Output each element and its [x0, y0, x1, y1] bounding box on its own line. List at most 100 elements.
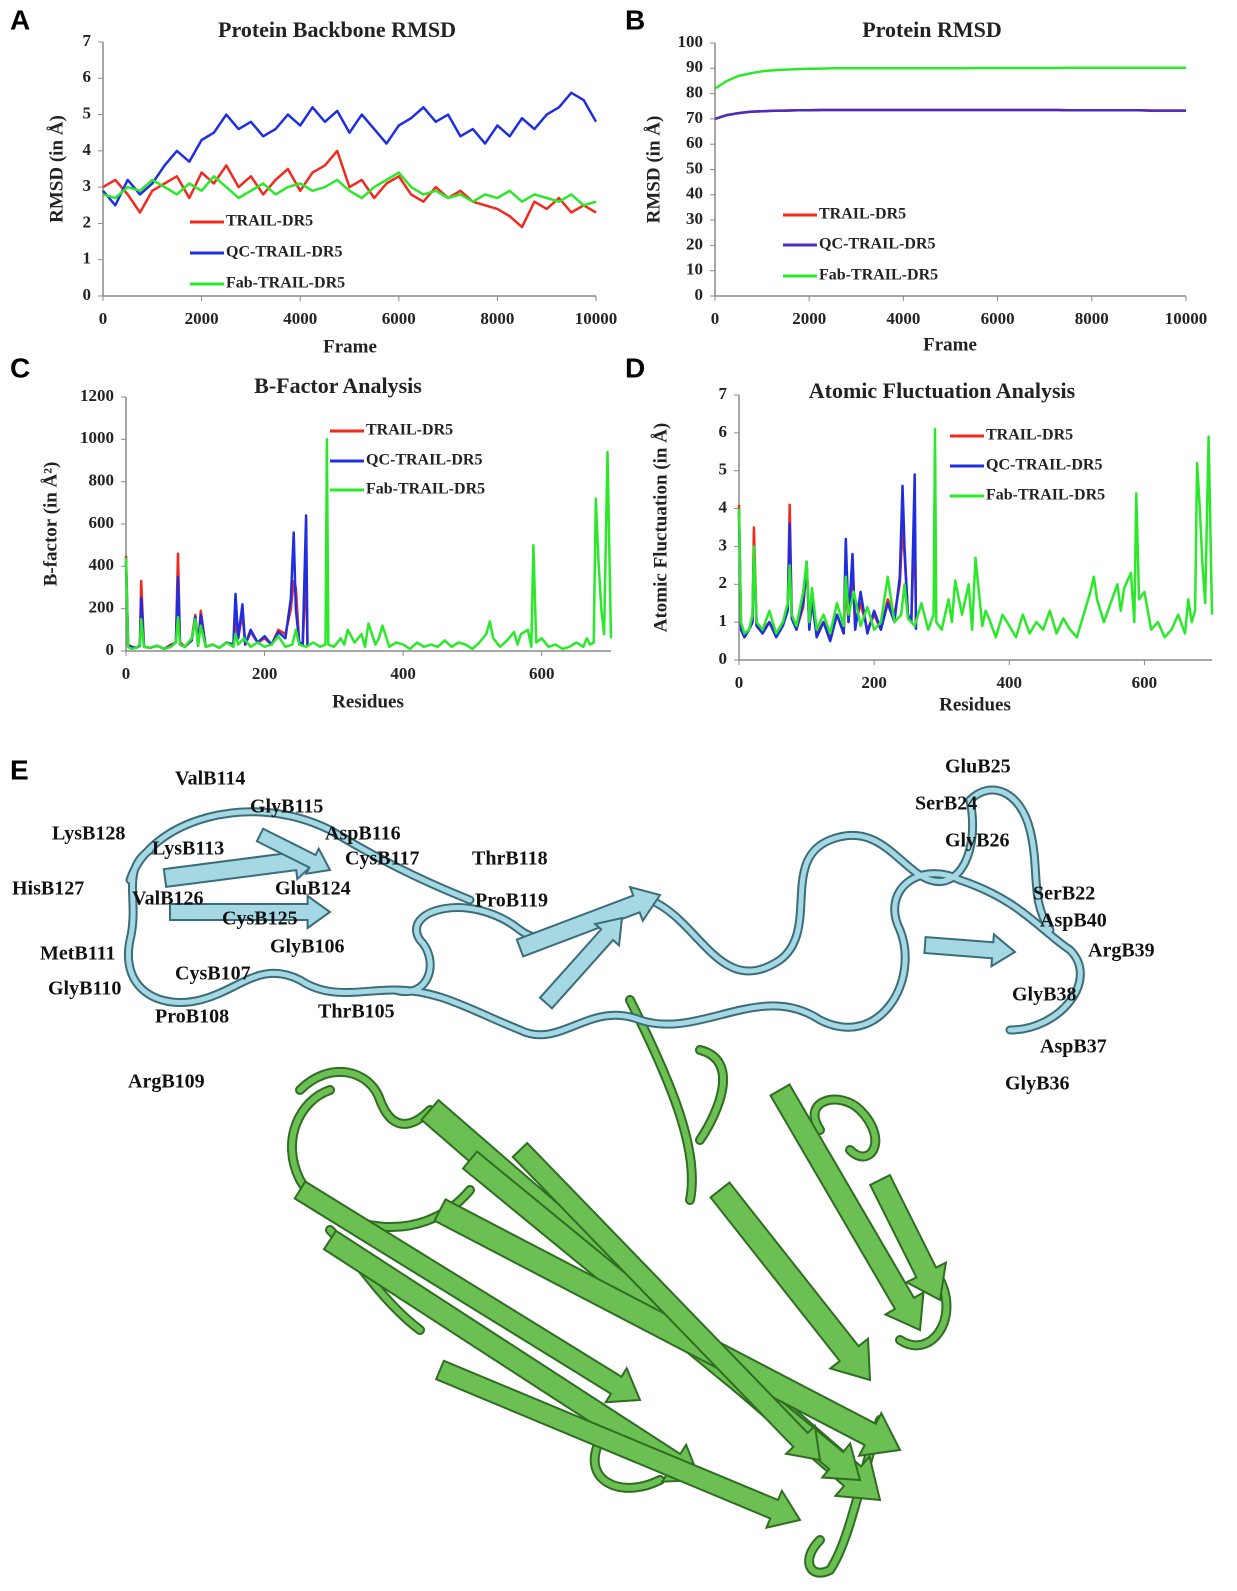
y-tick-label: 1200: [80, 386, 114, 405]
chart-title: Atomic Fluctuation Analysis: [809, 378, 1076, 403]
residue-label: GlyB110: [48, 978, 121, 1000]
series-line: [715, 110, 1186, 119]
residue-label: CysB125: [222, 908, 298, 930]
series-line: [715, 68, 1186, 89]
legend-label: QC-TRAIL-DR5: [819, 236, 935, 253]
y-tick-label: 100: [678, 32, 704, 51]
residue-label: ValB114: [175, 768, 245, 790]
x-tick-label: 0: [735, 673, 744, 692]
chart-panel: C B-Factor Analysis Residues B-factor (in Å…: [10, 352, 611, 712]
series-line: [103, 93, 596, 206]
legend-label: Fab-TRAIL-DR5: [366, 481, 485, 498]
legend-label: QC-TRAIL-DR5: [366, 452, 482, 469]
legend-label: Fab-TRAIL-DR5: [819, 267, 938, 284]
x-axis-label: Residues: [939, 694, 1011, 715]
residue-label: GluB25: [945, 756, 1011, 778]
series-line: [126, 516, 308, 649]
y-tick-label: 800: [89, 471, 115, 490]
x-tick-label: 4000: [283, 309, 317, 328]
residue-label: SerB24: [915, 793, 977, 815]
x-tick-label: 8000: [480, 309, 514, 328]
chart-title: Protein RMSD: [862, 17, 1002, 42]
legend-label: Fab-TRAIL-DR5: [226, 275, 345, 292]
x-tick-label: 600: [529, 664, 555, 683]
y-tick-label: 0: [719, 649, 728, 668]
residue-label: ArgB109: [128, 1071, 205, 1093]
y-tick-label: 80: [686, 83, 703, 102]
residue-label: GlyB26: [945, 830, 1009, 852]
panel-letter: E: [10, 754, 29, 785]
panel-letter: C: [10, 352, 30, 383]
y-tick-label: 2: [719, 573, 728, 592]
y-axis-label: Atomic Fluctuation (in Å): [650, 423, 671, 633]
y-tick-label: 0: [83, 285, 92, 304]
y-tick-label: 50: [686, 158, 703, 177]
y-axis-label: B-factor (in Å²): [40, 462, 61, 587]
y-tick-label: 0: [106, 640, 115, 659]
page: AProtein Backbone RMSDFrameRMSD (in Å)01…: [0, 0, 1237, 1591]
series-line: [739, 429, 1212, 637]
x-tick-label: 8000: [1075, 309, 1109, 328]
x-tick-label: 6000: [981, 309, 1015, 328]
x-axis-label: Frame: [323, 336, 377, 357]
y-tick-label: 5: [83, 103, 92, 122]
y-tick-label: 2: [83, 212, 92, 231]
residue-label: AspB40: [1040, 910, 1107, 932]
y-tick-label: 4: [719, 497, 728, 516]
chart-title: Protein Backbone RMSD: [218, 17, 456, 42]
residue-label: ArgB39: [1088, 940, 1155, 962]
legend-label: TRAIL-DR5: [986, 427, 1073, 444]
y-tick-label: 30: [686, 209, 703, 228]
x-tick-label: 0: [122, 664, 131, 683]
x-tick-label: 600: [1132, 673, 1158, 692]
x-tick-label: 0: [99, 309, 108, 328]
x-tick-label: 6000: [382, 309, 416, 328]
x-tick-label: 200: [252, 664, 278, 683]
legend-label: QC-TRAIL-DR5: [226, 244, 342, 261]
residue-label: ProB119: [475, 890, 548, 912]
residue-label: CysB107: [175, 963, 251, 985]
y-tick-label: 7: [83, 31, 92, 50]
x-tick-label: 2000: [792, 309, 826, 328]
y-tick-label: 70: [686, 108, 703, 127]
legend-label: QC-TRAIL-DR5: [986, 457, 1102, 474]
x-axis-label: Residues: [332, 691, 404, 712]
residue-label: MetB111: [40, 943, 116, 965]
y-tick-label: 6: [719, 422, 728, 441]
y-tick-label: 7: [719, 384, 728, 403]
series-line: [739, 475, 916, 642]
x-tick-label: 4000: [886, 309, 920, 328]
panel-letter: B: [625, 4, 645, 35]
series-line: [739, 505, 916, 638]
y-tick-label: 0: [695, 285, 704, 304]
x-tick-label: 400: [997, 673, 1023, 692]
x-axis-label: Frame: [923, 334, 977, 355]
residue-label: GlyB106: [270, 936, 344, 958]
residue-label: ValB126: [132, 888, 204, 910]
y-tick-label: 40: [686, 184, 703, 203]
y-tick-label: 3: [83, 176, 92, 195]
residue-label: GluB124: [275, 878, 351, 900]
residue-label: ThrB105: [318, 1001, 395, 1023]
y-tick-label: 200: [89, 598, 115, 617]
y-tick-label: 1: [719, 611, 728, 630]
residue-label: GlyB115: [250, 796, 323, 818]
y-tick-label: 90: [686, 57, 703, 76]
chart-title: B-Factor Analysis: [254, 373, 422, 398]
residue-label: LysB128: [52, 823, 125, 845]
legend-label: TRAIL-DR5: [366, 422, 453, 439]
x-tick-label: 400: [390, 664, 416, 683]
y-tick-label: 5: [719, 460, 728, 479]
panel-letter: A: [10, 4, 30, 35]
x-tick-label: 2000: [185, 309, 219, 328]
y-tick-label: 10: [686, 260, 703, 279]
y-tick-label: 1000: [80, 428, 114, 447]
y-tick-label: 60: [686, 133, 703, 152]
residue-label: ThrB118: [472, 848, 548, 870]
y-tick-label: 20: [686, 234, 703, 253]
series-line: [103, 151, 596, 227]
residue-label: GlyB38: [1012, 984, 1076, 1006]
